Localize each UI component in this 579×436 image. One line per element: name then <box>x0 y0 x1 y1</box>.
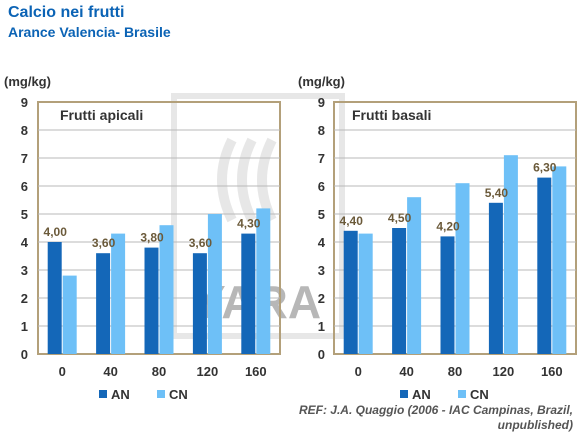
bar-an <box>47 242 62 354</box>
y-tick-label: 9 <box>318 95 325 110</box>
bar-an <box>488 202 503 354</box>
legend-swatch-cn <box>157 390 165 398</box>
data-label: 4,50 <box>388 211 412 225</box>
data-label: 6,30 <box>533 161 557 175</box>
panel-title: Frutti basali <box>352 107 431 123</box>
x-tick-label: 120 <box>197 364 219 379</box>
y-tick-label: 2 <box>21 291 28 306</box>
bar-an <box>440 236 455 354</box>
x-tick-label: 160 <box>245 364 267 379</box>
legend-swatch-an <box>99 390 107 398</box>
x-tick-label: 80 <box>152 364 166 379</box>
legend-label-cn: CN <box>470 387 489 402</box>
y-axis-label: (mg/kg) <box>298 74 345 89</box>
bar-an <box>192 253 207 354</box>
y-tick-label: 0 <box>21 347 28 362</box>
watermark-ship-icon <box>217 137 277 223</box>
bar-an <box>241 233 256 354</box>
y-tick-label: 8 <box>21 123 28 138</box>
bar-cn <box>552 166 567 354</box>
chart-panel-1: 0 1 2 3 4 5 6 7 8 9 (mg/kg) Frutti apicali 4,00 0 3,60… <box>4 74 281 402</box>
data-label: 4,00 <box>44 225 68 239</box>
x-tick-label: 0 <box>59 364 66 379</box>
y-tick-label: 5 <box>318 207 325 222</box>
panel-title: Frutti apicali <box>60 107 143 123</box>
y-tick-label: 6 <box>318 179 325 194</box>
y-tick-label: 6 <box>21 179 28 194</box>
legend-swatch-cn <box>458 390 466 398</box>
page-title: Calcio nei frutti <box>8 4 125 21</box>
y-tick-label: 3 <box>21 263 28 278</box>
bar-cn <box>111 233 126 354</box>
bar-cn <box>455 183 470 354</box>
bar-an <box>144 247 159 354</box>
plot-frame <box>333 101 577 355</box>
page-subtitle: Arance Valencia- Brasile <box>8 24 171 40</box>
data-label: 3,60 <box>92 236 116 250</box>
x-tick-label: 160 <box>541 364 563 379</box>
data-label: 3,80 <box>140 231 164 245</box>
bar-cn <box>159 225 174 354</box>
legend-label-an: AN <box>111 387 130 402</box>
bar-an <box>537 177 552 354</box>
x-tick-label: 80 <box>448 364 462 379</box>
bar-an <box>392 228 407 354</box>
x-tick-label: 40 <box>103 364 117 379</box>
x-tick-label: 0 <box>355 364 362 379</box>
reference-text: REF: J.A. Quaggio (2006 - IAC Campinas, … <box>298 403 573 432</box>
x-tick-label: 40 <box>399 364 413 379</box>
bar-an <box>96 253 111 354</box>
y-tick-label: 8 <box>318 123 325 138</box>
x-tick-label: 120 <box>493 364 515 379</box>
data-label: 4,30 <box>237 217 261 231</box>
y-tick-label: 1 <box>318 319 325 334</box>
y-tick-label: 5 <box>21 207 28 222</box>
y-tick-label: 9 <box>21 95 28 110</box>
y-tick-label: 0 <box>318 347 325 362</box>
data-label: 4,20 <box>436 219 460 233</box>
legend-label-an: AN <box>412 387 431 402</box>
y-tick-label: 4 <box>318 235 326 250</box>
data-label: 3,60 <box>189 236 213 250</box>
y-axis-label: (mg/kg) <box>4 74 51 89</box>
plot-frame <box>37 101 281 355</box>
y-tick-label: 1 <box>21 319 28 334</box>
y-tick-label: 2 <box>318 291 325 306</box>
bar-cn <box>256 208 271 354</box>
bar-cn <box>503 155 518 354</box>
legend-label-cn: CN <box>169 387 188 402</box>
chart-panel-2: 0 1 2 3 4 5 6 7 8 9 (mg/kg) Frutti basali 4,40 0 4,50 4… <box>298 74 577 402</box>
bar-cn <box>358 233 373 354</box>
bar-cn <box>407 197 422 354</box>
y-tick-label: 3 <box>318 263 325 278</box>
y-tick-label: 7 <box>318 151 325 166</box>
bar-cn <box>62 275 77 354</box>
data-label: 4,40 <box>340 214 364 228</box>
y-tick-label: 4 <box>21 235 29 250</box>
y-tick-label: 7 <box>21 151 28 166</box>
legend-swatch-an <box>400 390 408 398</box>
bar-an <box>343 230 358 354</box>
data-label: 5,40 <box>485 186 509 200</box>
bar-cn <box>207 214 222 354</box>
